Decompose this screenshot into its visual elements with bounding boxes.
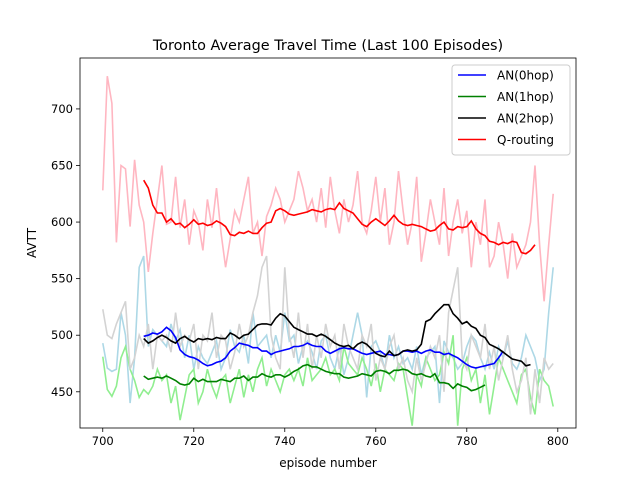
smooth-series-group [143,179,536,392]
raw-line-an-1hop [102,335,554,426]
y-tick-label: 500 [51,328,73,342]
chart-title: Toronto Average Travel Time (Last 100 Ep… [152,38,503,54]
y-axis-label: AVTT [25,227,39,258]
legend-box [451,64,571,156]
legend-label-q-routing: Q-routing [497,133,554,147]
raw-series-group [102,75,554,426]
y-axis: 450 500 550 600 650 700 [51,102,80,399]
y-tick-label: 650 [51,158,73,172]
smooth-line-an-0hop [143,326,504,369]
x-tick-label: 720 [183,434,205,448]
smooth-line-an-2hop [143,303,531,367]
legend-label-an-1hop: AN(1hop) [497,90,554,104]
smooth-line-q-routing [143,179,536,255]
y-tick-label: 600 [51,215,73,229]
x-tick-label: 800 [547,434,569,448]
legend: AN(0hop) AN(1hop) AN(2hop) Q-routing [451,64,571,156]
x-tick-label: 780 [456,434,478,448]
axes-frame [79,57,577,429]
y-tick-label: 450 [51,385,73,399]
x-axis-label: episode number [279,456,377,470]
y-tick-label: 700 [51,102,73,116]
legend-label-an-0hop: AN(0hop) [497,69,554,83]
y-tick-label: 550 [51,272,73,286]
x-axis: 700 720 740 760 780 800 [92,428,569,448]
x-tick-label: 700 [92,434,114,448]
x-tick-label: 740 [274,434,296,448]
legend-label-an-2hop: AN(2hop) [497,112,554,126]
raw-line-q-routing [102,75,554,302]
raw-line-an-2hop [102,255,554,415]
smooth-line-an-1hop [143,363,486,392]
x-tick-label: 760 [365,434,387,448]
